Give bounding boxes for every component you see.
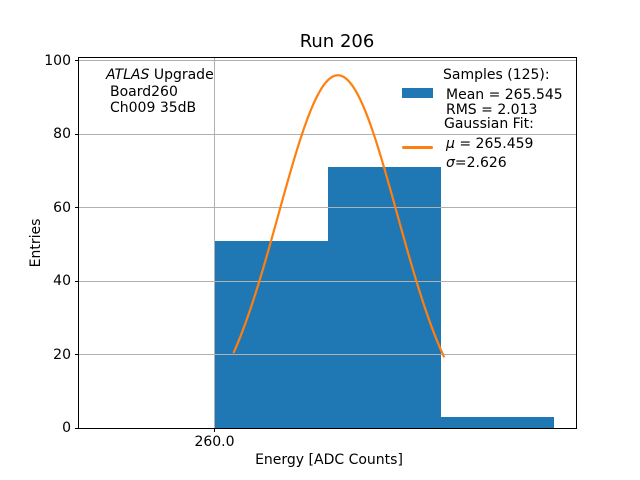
upgrade-label: Upgrade: [149, 67, 214, 83]
mu-value: = 265.459: [454, 135, 534, 152]
grid-layer: [79, 58, 576, 428]
annotation-line-1: ATLAS Upgrade: [106, 67, 214, 84]
x-tick-mark: [214, 428, 215, 432]
legend-mean-label: Mean = 265.545: [446, 86, 563, 103]
mu-symbol: μ: [446, 135, 455, 152]
h-gridline: [79, 207, 576, 208]
v-gridline: [214, 58, 215, 428]
h-gridline: [79, 354, 576, 355]
h-gridline: [79, 133, 576, 135]
y-tick-mark: [75, 207, 79, 208]
y-axis-label: Entries: [28, 218, 44, 268]
y-tick-label: 80: [53, 126, 71, 143]
legend-mu-label: μ = 265.459: [446, 136, 533, 152]
gaussian-fit-curve: [232, 74, 445, 358]
legend-rms-label: RMS = 2.013: [446, 101, 538, 118]
histogram-bar: [214, 240, 328, 428]
h-gridline: [79, 280, 576, 282]
annotation-block: ATLAS Upgrade Board260 Ch009 35dB: [106, 67, 214, 117]
y-tick-mark: [75, 280, 79, 282]
x-tick-label: 260.0: [194, 434, 235, 450]
h-gridline: [79, 60, 576, 62]
y-tick-mark: [75, 60, 79, 62]
y-tick-label: 20: [53, 346, 71, 363]
chart-title: Run 206: [299, 31, 375, 52]
gaussian-curve-line: [232, 74, 445, 358]
y-tick-mark: [75, 427, 79, 429]
y-tick-label: 100: [44, 52, 71, 69]
board-label: Board260: [110, 83, 178, 100]
y-tick-label: 40: [53, 273, 71, 289]
legend-hist-swatch: [402, 88, 433, 98]
legend-fit-swatch: [402, 146, 433, 149]
histogram-bar: [440, 417, 554, 428]
y-tick-label: 0: [62, 420, 71, 436]
legend-samples-header: Samples (125):: [443, 67, 550, 83]
y-tick-mark: [75, 354, 79, 355]
sigma-symbol: σ: [446, 155, 455, 171]
x-axis-label: Energy [ADC Counts]: [255, 452, 403, 468]
legend-fit-header: Gaussian Fit:: [444, 115, 534, 132]
y-tick-mark: [75, 133, 79, 135]
legend-sigma-label: σ=2.626: [446, 155, 507, 171]
channel-label: Ch009 35dB: [110, 100, 197, 116]
atlas-label: ATLAS: [106, 67, 150, 83]
sigma-value: =2.626: [454, 155, 507, 171]
y-tick-label: 60: [53, 199, 71, 216]
